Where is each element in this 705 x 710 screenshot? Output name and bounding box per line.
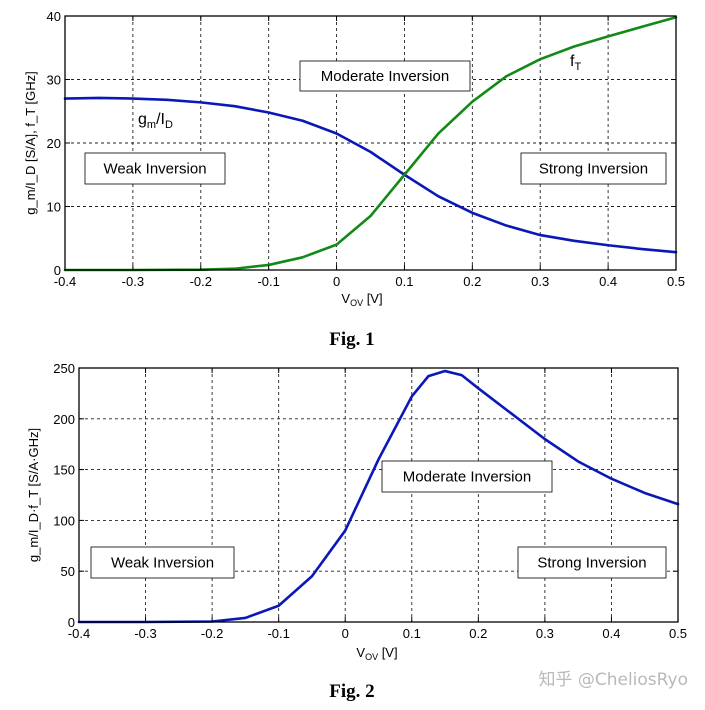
y-tick-label: 200 bbox=[53, 412, 75, 427]
x-tick-label: 0.2 bbox=[463, 274, 481, 289]
y-tick-label: 150 bbox=[53, 463, 75, 478]
region-label: Strong Inversion bbox=[537, 555, 646, 572]
region-label: Strong Inversion bbox=[539, 161, 648, 178]
x-tick-label: -0.2 bbox=[190, 274, 212, 289]
series-label-1: gm/ID bbox=[138, 111, 173, 131]
grid bbox=[79, 368, 678, 622]
region-box-2: Moderate Inversion bbox=[299, 60, 471, 92]
y-tick-label: 100 bbox=[53, 513, 75, 528]
region-label: Weak Inversion bbox=[103, 161, 206, 178]
region-label: Moderate Inversion bbox=[403, 469, 531, 486]
x-tick-label: 0.5 bbox=[669, 626, 687, 641]
y-axis-label: g_m/I_D·f_T [S/A·GHz] bbox=[26, 428, 41, 562]
region-label: Moderate Inversion bbox=[321, 68, 449, 85]
x-tick-label: -0.3 bbox=[122, 274, 144, 289]
x-tick-label: 0.3 bbox=[536, 626, 554, 641]
series-line-1 bbox=[77, 369, 680, 624]
y-tick-label: 30 bbox=[47, 73, 61, 88]
x-tick-label: -0.4 bbox=[68, 626, 90, 641]
y-tick-label: 50 bbox=[61, 564, 75, 579]
y-tick-label: 0 bbox=[68, 615, 75, 630]
x-axis-label: VOV [V] bbox=[341, 291, 382, 308]
y-tick-label: 20 bbox=[47, 136, 61, 151]
region-box-3: Strong Inversion bbox=[520, 152, 667, 185]
x-tick-label: 0.1 bbox=[403, 626, 421, 641]
region-box-3: Strong Inversion bbox=[517, 546, 667, 579]
y-tick-label: 40 bbox=[47, 9, 61, 24]
y-tick-label: 10 bbox=[47, 200, 61, 215]
x-tick-label: 0 bbox=[342, 626, 349, 641]
x-tick-label: 0.3 bbox=[531, 274, 549, 289]
x-tick-label: -0.1 bbox=[267, 626, 289, 641]
series-line-2 bbox=[63, 15, 678, 272]
region-box-1: Weak Inversion bbox=[84, 152, 226, 185]
plot-frame bbox=[78, 367, 679, 623]
series-line-1 bbox=[63, 96, 678, 254]
figure-caption: Fig. 1 bbox=[329, 329, 374, 350]
x-tick-label: 0.4 bbox=[602, 626, 620, 641]
figure-caption: Fig. 2 bbox=[329, 681, 374, 702]
x-axis-label: VOV [V] bbox=[356, 645, 397, 662]
region-box-1: Weak Inversion bbox=[90, 546, 235, 579]
region-box-frame bbox=[90, 546, 235, 579]
chart-1: -0.4 -0.3 -0.2 -0.1 0 0.1 0.2 0.3 0.4 0.5 0 10 20 30 4… bbox=[23, 9, 685, 350]
y-axis-label: g_m/I_D [S/A], f_T [GHz] bbox=[23, 71, 38, 215]
x-tick-label: -0.1 bbox=[257, 274, 279, 289]
region-box-frame bbox=[381, 460, 553, 493]
region-box-frame bbox=[299, 60, 471, 92]
region-box-frame bbox=[84, 152, 226, 185]
x-tick-label: 0.1 bbox=[395, 274, 413, 289]
x-tick-label: 0.5 bbox=[667, 274, 685, 289]
x-tick-label: 0.4 bbox=[599, 274, 617, 289]
x-tick-label: -0.3 bbox=[134, 626, 156, 641]
region-box-frame bbox=[520, 152, 667, 185]
y-tick-label: 250 bbox=[53, 361, 75, 376]
chart-2: -0.4 -0.3 -0.2 -0.1 0 0.1 0.2 0.3 0.4 0.5 0 50 100 15… bbox=[26, 361, 687, 702]
region-box-frame bbox=[517, 546, 667, 579]
x-tick-label: -0.4 bbox=[54, 274, 76, 289]
grid bbox=[65, 16, 676, 270]
watermark-text: 知乎 @CheliosRyo bbox=[538, 670, 688, 690]
x-tick-label: -0.2 bbox=[201, 626, 223, 641]
region-box-2: Moderate Inversion bbox=[381, 460, 553, 493]
region-label: Weak Inversion bbox=[111, 555, 214, 572]
series-label-2: fT bbox=[570, 53, 581, 73]
x-tick-label: 0 bbox=[333, 274, 340, 289]
y-tick-label: 0 bbox=[54, 263, 61, 278]
x-tick-label: 0.2 bbox=[469, 626, 487, 641]
